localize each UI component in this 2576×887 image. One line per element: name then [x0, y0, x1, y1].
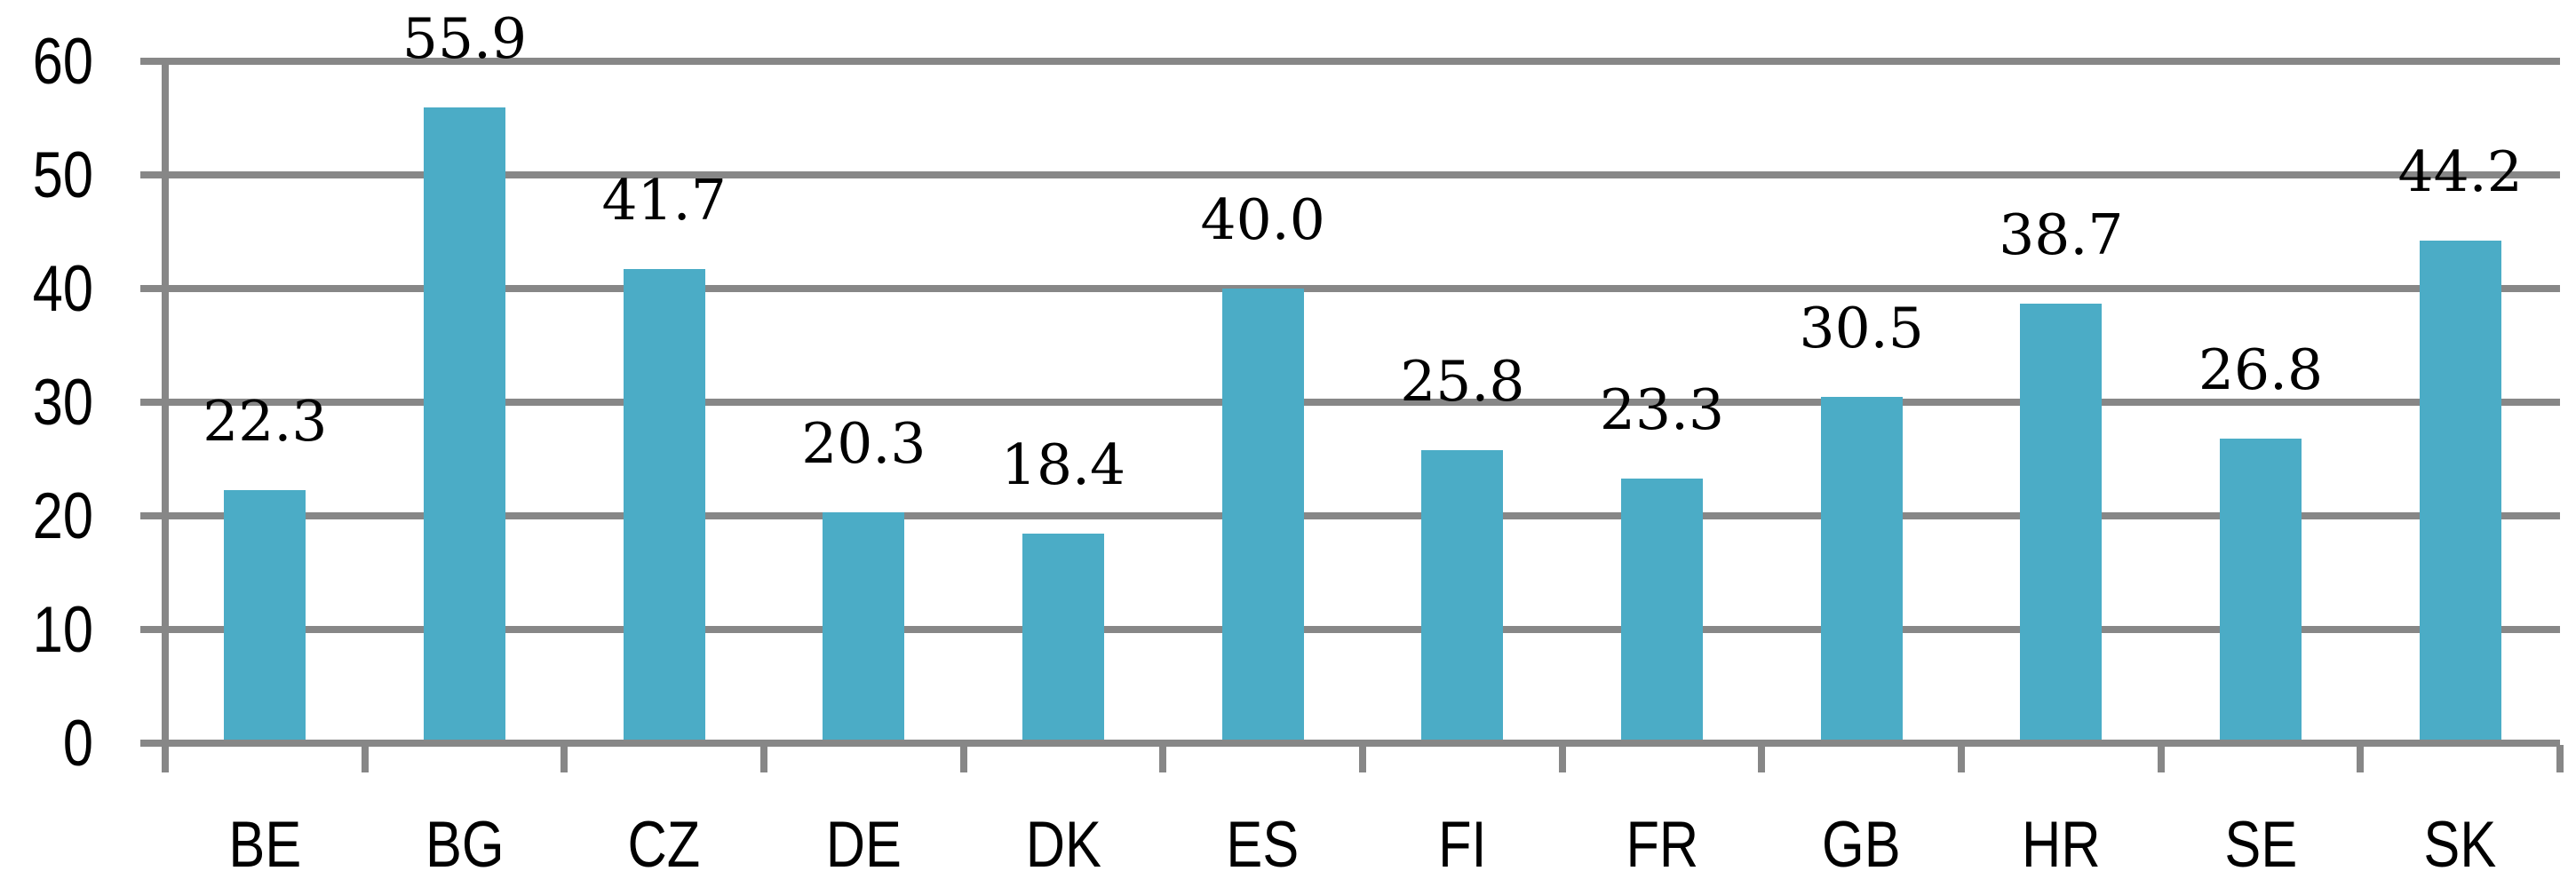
x-category-label: FI	[1438, 809, 1487, 881]
y-tick-label: 60	[32, 26, 93, 98]
bar	[1820, 396, 1903, 740]
bar	[2419, 241, 2501, 740]
bar	[1621, 478, 1703, 740]
x-axis-tick	[760, 745, 767, 772]
gridline	[140, 58, 2560, 65]
x-axis-tick	[2357, 745, 2365, 772]
value-label: 22.3	[203, 388, 328, 454]
x-category-label: SE	[2224, 809, 2297, 881]
y-tick-label: 40	[32, 253, 93, 325]
x-axis-tick	[561, 745, 568, 772]
x-category-label: DE	[825, 809, 902, 881]
x-axis-tick	[361, 745, 369, 772]
value-label: 44.2	[2397, 139, 2523, 205]
x-category-label: BE	[228, 809, 302, 881]
y-axis-line	[162, 58, 169, 772]
y-tick-label: 30	[32, 367, 93, 439]
value-label: 18.4	[1000, 432, 1126, 498]
x-category-label: ES	[1226, 809, 1300, 881]
gridline	[140, 399, 2560, 406]
x-axis-tick	[1159, 745, 1167, 772]
x-axis-tick	[2157, 745, 2165, 772]
y-tick-label: 10	[32, 594, 93, 666]
value-label: 23.3	[1599, 376, 1725, 442]
x-category-label: FR	[1626, 809, 1698, 881]
bar	[224, 489, 306, 740]
x-axis-tick	[162, 745, 169, 772]
gridline	[140, 626, 2560, 633]
bar	[424, 107, 505, 740]
value-label: 25.8	[1400, 348, 1525, 414]
gridline	[140, 512, 2560, 519]
x-category-label: BG	[425, 809, 505, 881]
value-label: 40.0	[1200, 187, 1325, 252]
bar	[1221, 289, 1304, 740]
x-axis-tick	[1558, 745, 1566, 772]
x-axis-tick	[959, 745, 967, 772]
y-tick-label: 0	[62, 708, 93, 780]
y-tick-label: 50	[32, 139, 93, 211]
bar	[1421, 449, 1504, 740]
value-label: 20.3	[801, 411, 926, 477]
bar	[2220, 438, 2302, 740]
x-axis-tick	[1758, 745, 1766, 772]
value-label: 38.7	[1999, 202, 2124, 267]
gridline	[140, 285, 2560, 292]
x-category-label: GB	[1822, 809, 1901, 881]
x-axis-tick	[1958, 745, 1965, 772]
x-axis-tick	[1359, 745, 1366, 772]
x-category-label: CZ	[627, 809, 701, 881]
gridline	[140, 171, 2560, 178]
x-axis-tick	[2556, 745, 2564, 772]
x-axis-line	[140, 740, 2560, 747]
value-label: 41.7	[601, 168, 727, 234]
bar	[1022, 534, 1104, 740]
value-label: 30.5	[1799, 295, 1924, 360]
bar	[823, 512, 905, 740]
value-label: 55.9	[402, 6, 528, 72]
bar	[2020, 303, 2103, 740]
x-category-label: HR	[2022, 809, 2101, 881]
value-label: 26.8	[2198, 337, 2324, 402]
x-category-label: DK	[1025, 809, 1101, 881]
y-tick-label: 20	[32, 480, 93, 552]
x-category-label: SK	[2423, 809, 2497, 881]
bar	[623, 269, 705, 740]
